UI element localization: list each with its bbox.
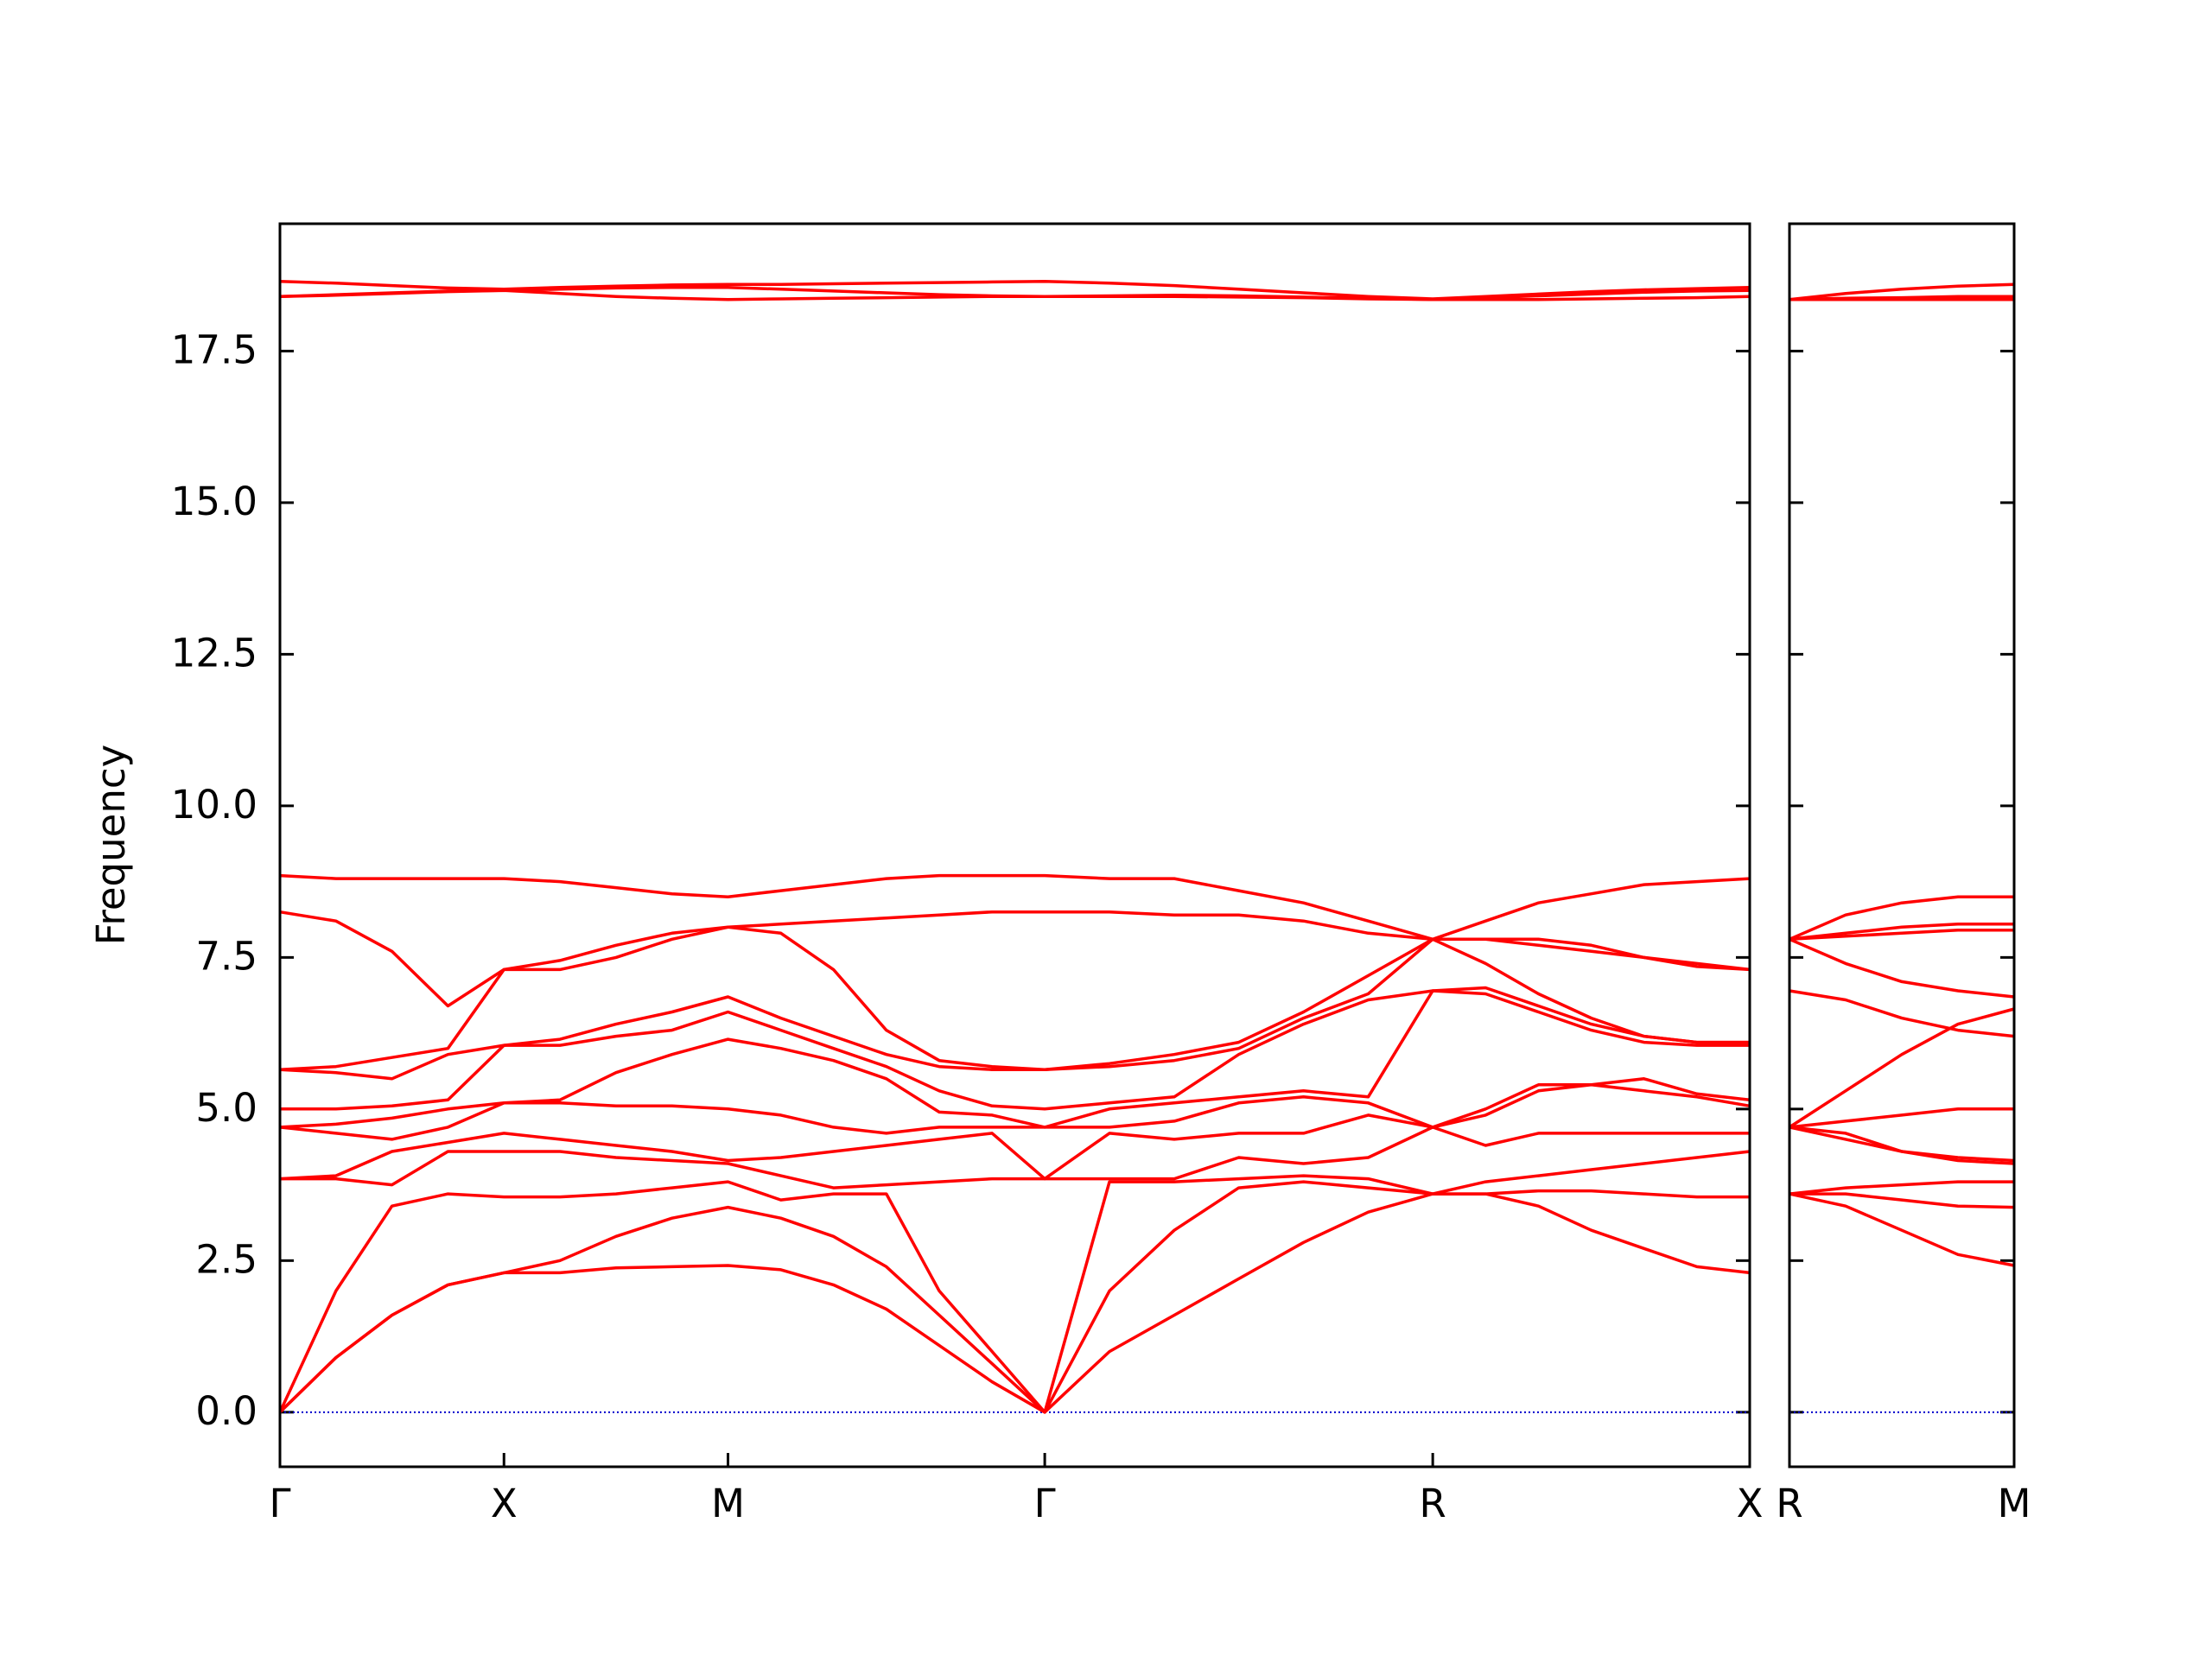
band-line — [1789, 1107, 2014, 1129]
band-line — [1789, 989, 2015, 1038]
band-line — [280, 1126, 1750, 1189]
band-line — [1789, 282, 2015, 301]
band-line — [1789, 1192, 2015, 1209]
band-line — [1789, 1126, 2015, 1163]
y-tick-label: 15.0 — [171, 479, 257, 524]
band-line — [1789, 895, 2014, 941]
band-line — [1789, 923, 2014, 942]
y-tick-label: 0.0 — [195, 1388, 257, 1434]
band-line — [278, 1150, 1751, 1414]
band-line — [279, 279, 1751, 301]
band-line — [1789, 295, 2014, 301]
y-tick-label: 2.5 — [195, 1236, 257, 1282]
band-line — [1789, 1007, 2015, 1129]
band-line — [279, 1083, 1751, 1181]
x-tick-label: Γ — [1034, 1481, 1056, 1526]
x-tick-label: X — [491, 1481, 518, 1526]
band-line — [279, 873, 1751, 942]
band-line — [279, 937, 1750, 1081]
band-line — [1789, 937, 2015, 999]
band-line — [280, 986, 1750, 1111]
x-tick-label: X — [1737, 1481, 1764, 1526]
plot-frame — [1788, 222, 2016, 1469]
band-line — [1789, 1180, 2014, 1196]
x-tick-label: M — [1998, 1481, 2031, 1526]
band-line — [1789, 929, 2014, 942]
band-line — [279, 989, 1750, 1129]
plot-frame — [278, 222, 1751, 1469]
x-tick-label: R — [1776, 1481, 1802, 1526]
y-tick-label: 5.0 — [195, 1085, 257, 1131]
x-tick-label: R — [1420, 1481, 1446, 1526]
y-axis-label: Frequency — [88, 745, 134, 945]
x-tick-label: Γ — [269, 1481, 290, 1526]
x-tick-label: M — [711, 1481, 745, 1526]
y-tick-label: 17.5 — [171, 327, 257, 372]
y-tick-label: 12.5 — [171, 630, 257, 676]
band-line — [279, 925, 1751, 1071]
band-line — [278, 1180, 1750, 1414]
y-tick-label: 10.0 — [171, 782, 257, 828]
band-line — [279, 910, 1751, 1008]
band-line — [278, 1192, 1751, 1414]
y-tick-label: 7.5 — [195, 933, 257, 979]
band-line — [1789, 1192, 2015, 1267]
